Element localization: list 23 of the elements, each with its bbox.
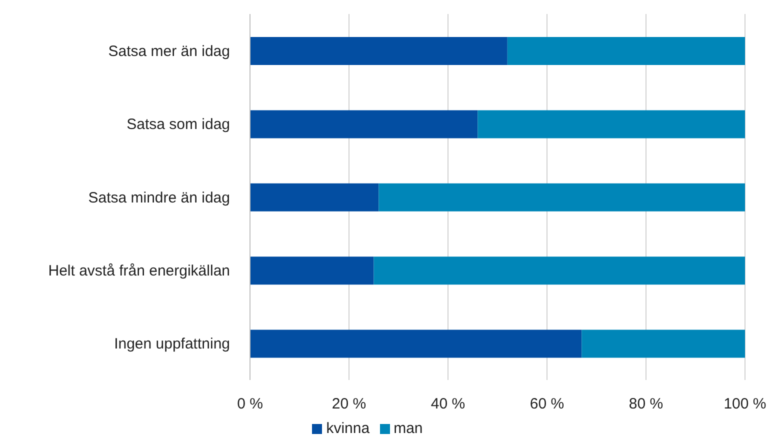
bar: [250, 37, 508, 65]
x-tick-label: 0 %: [237, 396, 263, 413]
bar: [250, 110, 478, 138]
legend-label: man: [394, 420, 423, 437]
bar: [250, 183, 379, 212]
bar: [478, 110, 745, 138]
y-tick-label: Helt avstå från energikällan: [48, 262, 230, 280]
bar: [250, 256, 374, 285]
y-tick-label: Satsa mer än idag: [108, 42, 230, 60]
bar: [374, 256, 745, 285]
bar: [378, 183, 745, 212]
x-tick-label: 60 %: [530, 396, 564, 413]
y-tick-label: Ingen uppfattning: [114, 336, 230, 353]
y-tick-label: Satsa som idag: [126, 116, 230, 134]
bar: [582, 330, 745, 358]
x-tick-label: 20 %: [332, 396, 366, 413]
bar: [250, 330, 582, 358]
x-tick-label: 40 %: [430, 396, 466, 413]
y-tick-label: Satsa mindre än idag: [88, 189, 230, 206]
x-tick-label: 100 %: [724, 396, 766, 413]
bar: [507, 37, 745, 65]
x-tick-label: 80 %: [628, 396, 664, 413]
legend-label: kvinna: [326, 420, 370, 437]
